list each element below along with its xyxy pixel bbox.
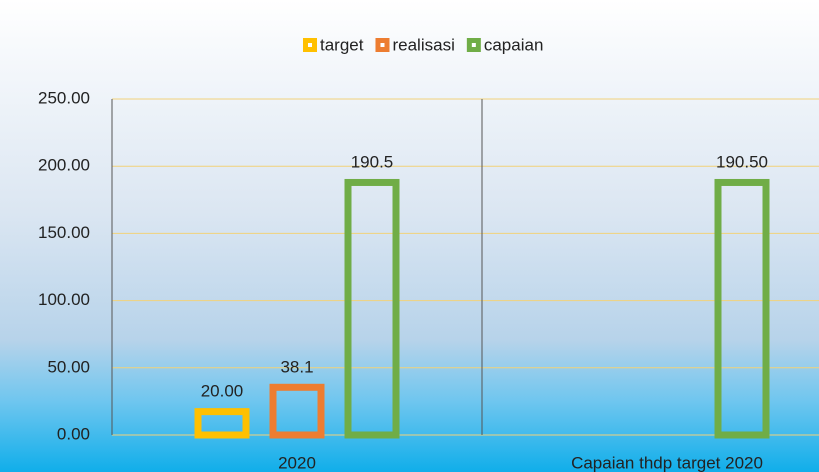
x-tick-label: Capaian thdp target 2020	[571, 453, 763, 472]
legend: target realisasi capaian	[303, 35, 543, 54]
data-label: 190.5	[351, 152, 394, 171]
legend-label: capaian	[484, 35, 544, 54]
legend-swatch-dot	[308, 43, 312, 47]
y-tick-label: 50.00	[47, 357, 90, 376]
y-tick-label: 0.00	[57, 424, 90, 443]
y-tick-label: 100.00	[38, 290, 90, 309]
legend-swatch-dot	[471, 43, 476, 47]
bar	[714, 178, 770, 439]
data-label: 38.1	[280, 357, 313, 376]
data-label: 20.00	[201, 382, 244, 401]
y-tick-label: 200.00	[38, 156, 90, 175]
y-tick-label: 250.00	[38, 88, 90, 107]
legend-swatch-dot	[380, 43, 385, 47]
x-tick-label: 2020	[278, 453, 316, 472]
data-label: 190.50	[716, 152, 768, 171]
bar	[344, 178, 400, 439]
legend-label: realisasi	[392, 35, 454, 54]
legend-label: target	[320, 35, 364, 54]
bar	[269, 383, 325, 439]
bar	[194, 408, 250, 439]
y-tick-label: 150.00	[38, 223, 90, 242]
